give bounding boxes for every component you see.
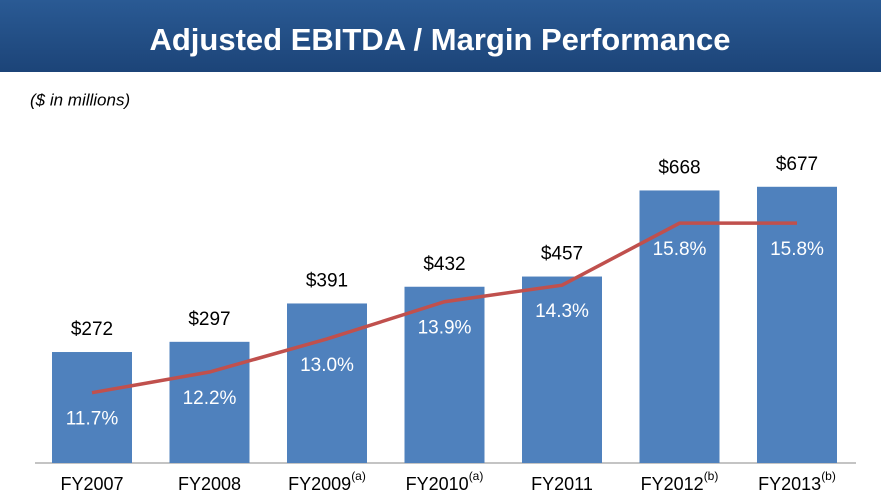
category-name: FY2012 — [641, 474, 704, 494]
category-note: (a) — [469, 469, 484, 483]
bar — [522, 276, 602, 463]
x-tick-label: FY2010(a) — [406, 469, 484, 494]
margin-label: 12.2% — [183, 388, 237, 409]
category-name: FY2013 — [758, 474, 821, 494]
x-tick-label: FY2009(a) — [288, 469, 366, 494]
margin-label: 15.8% — [770, 239, 824, 260]
bar — [404, 286, 485, 463]
bar-value-label: $668 — [658, 157, 700, 178]
bar — [169, 341, 250, 463]
category-name: FY2008 — [178, 474, 241, 494]
x-tick-label: FY2012(b) — [641, 469, 719, 494]
category-note: (b) — [821, 469, 836, 483]
category-name: FY2007 — [60, 474, 123, 494]
margin-label: 15.8% — [653, 239, 707, 260]
subtitle: ($ in millions) — [30, 90, 130, 109]
category-name: FY2010 — [406, 474, 469, 494]
category-name: FY2009 — [288, 474, 351, 494]
bar-value-label: $432 — [423, 254, 465, 275]
chart-title: Adjusted EBITDA / Margin Performance — [149, 22, 730, 57]
margin-label: 13.0% — [300, 355, 354, 376]
bar-value-label: $391 — [306, 270, 348, 291]
x-tick-label: FY2013(b) — [758, 469, 836, 494]
category-note: (a) — [351, 469, 366, 483]
bar-value-label: $297 — [188, 309, 230, 330]
x-tick-label: FY2008 — [178, 474, 241, 494]
header-band — [0, 0, 881, 72]
margin-line — [91, 221, 797, 395]
bar — [639, 190, 720, 463]
x-tick-label: FY2007 — [60, 474, 123, 494]
bar — [52, 352, 132, 463]
bar — [757, 186, 837, 463]
bar-value-label: $457 — [541, 244, 583, 265]
margin-label: 14.3% — [535, 301, 589, 322]
margin-label: 13.9% — [418, 318, 472, 339]
bar-value-label: $677 — [776, 154, 818, 175]
category-name: FY2011 — [531, 474, 593, 494]
bar — [287, 303, 367, 463]
category-note: (b) — [704, 469, 719, 483]
x-tick-label: FY2011 — [531, 474, 593, 494]
margin-label: 11.7% — [66, 409, 119, 430]
bar-value-label: $272 — [71, 319, 113, 340]
